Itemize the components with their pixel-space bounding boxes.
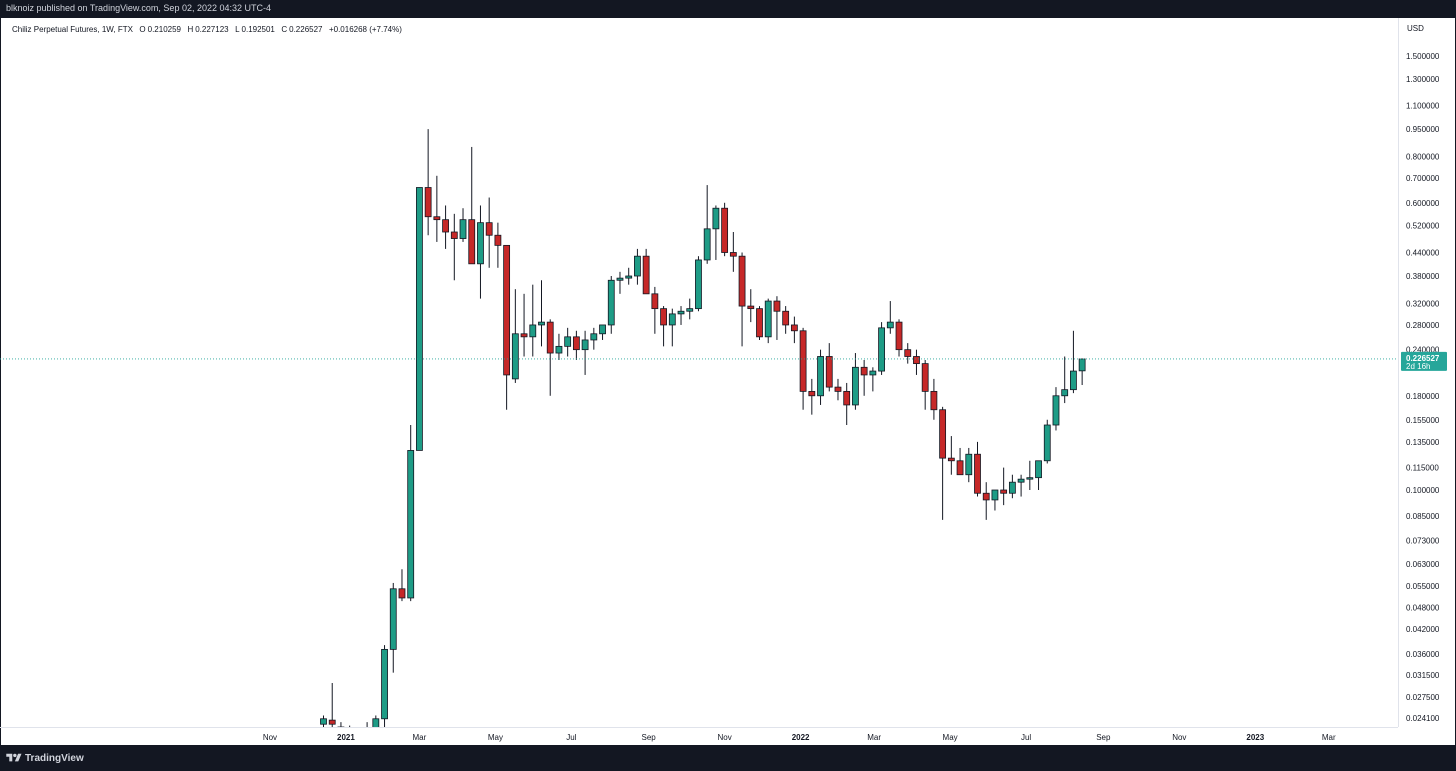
low-label: L xyxy=(235,25,240,34)
symbol-legend: Chiliz Perpetual Futures, 1W, FTX O 0.210… xyxy=(12,25,404,34)
high-value: 0.227123 xyxy=(195,25,229,34)
close-label: C xyxy=(281,25,288,34)
low-value: 0.192501 xyxy=(241,25,275,34)
high-label: H xyxy=(187,25,194,34)
publisher-text: blknoiz published on TradingView.com, Se… xyxy=(6,3,271,13)
tradingview-logo-icon[interactable] xyxy=(6,752,22,764)
open-value: 0.210259 xyxy=(147,25,181,34)
change-value: +0.016268 (+7.74%) xyxy=(328,25,402,34)
open-label: O xyxy=(139,25,146,34)
tradingview-brand[interactable]: TradingView xyxy=(25,753,84,764)
symbol-name: Chiliz Perpetual Futures, 1W, FTX xyxy=(12,25,133,34)
time-axis-divider xyxy=(0,727,1398,728)
chart-area[interactable] xyxy=(0,18,1456,745)
footer-bar: TradingView xyxy=(0,745,1456,771)
close-value: 0.226527 xyxy=(289,25,323,34)
price-axis-divider xyxy=(1398,18,1399,727)
publisher-bar: blknoiz published on TradingView.com, Se… xyxy=(0,0,1456,18)
